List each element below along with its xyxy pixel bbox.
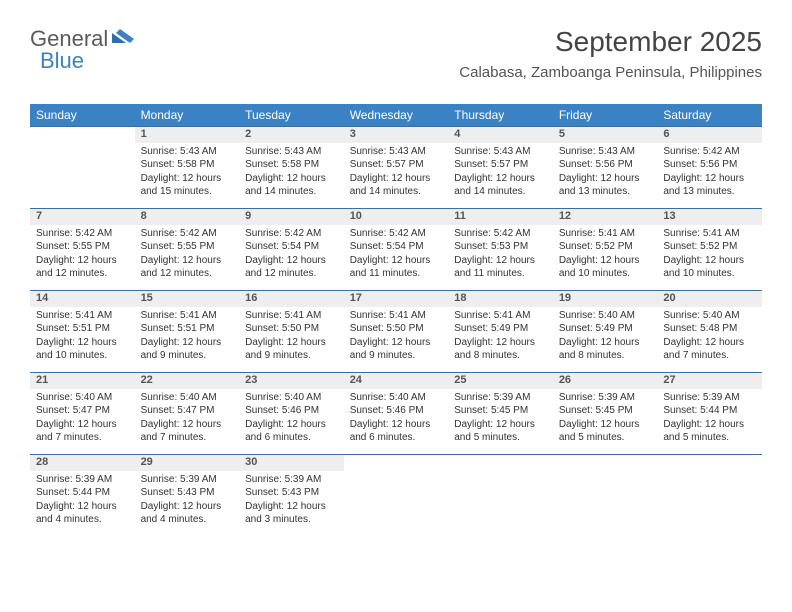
detail-cell: Sunrise: 5:39 AMSunset: 5:44 PMDaylight:… bbox=[30, 471, 135, 537]
detail-cell: Sunrise: 5:43 AMSunset: 5:58 PMDaylight:… bbox=[239, 143, 344, 209]
detail-cell: Sunrise: 5:41 AMSunset: 5:52 PMDaylight:… bbox=[553, 225, 658, 291]
detail-cell bbox=[448, 471, 553, 537]
detail-cell: Sunrise: 5:41 AMSunset: 5:49 PMDaylight:… bbox=[448, 307, 553, 373]
daynum-row: 14151617181920 bbox=[30, 291, 762, 307]
dayname-cell: Thursday bbox=[448, 104, 553, 127]
daynum-cell: 2 bbox=[239, 127, 344, 143]
detail-cell: Sunrise: 5:39 AMSunset: 5:45 PMDaylight:… bbox=[448, 389, 553, 455]
daynum-cell: 20 bbox=[657, 291, 762, 307]
dayname-cell: Monday bbox=[135, 104, 240, 127]
page-title: September 2025 bbox=[459, 26, 762, 58]
detail-cell: Sunrise: 5:43 AMSunset: 5:56 PMDaylight:… bbox=[553, 143, 658, 209]
detail-cell bbox=[553, 471, 658, 537]
daynum-cell bbox=[657, 455, 762, 471]
daynum-cell: 18 bbox=[448, 291, 553, 307]
detail-row: Sunrise: 5:43 AMSunset: 5:58 PMDaylight:… bbox=[30, 143, 762, 209]
daynum-cell: 11 bbox=[448, 209, 553, 225]
detail-cell: Sunrise: 5:40 AMSunset: 5:48 PMDaylight:… bbox=[657, 307, 762, 373]
dayname-cell: Tuesday bbox=[239, 104, 344, 127]
daynum-cell: 25 bbox=[448, 373, 553, 389]
detail-row: Sunrise: 5:40 AMSunset: 5:47 PMDaylight:… bbox=[30, 389, 762, 455]
detail-cell: Sunrise: 5:43 AMSunset: 5:57 PMDaylight:… bbox=[344, 143, 449, 209]
daynum-cell: 9 bbox=[239, 209, 344, 225]
daynum-cell bbox=[448, 455, 553, 471]
detail-cell: Sunrise: 5:41 AMSunset: 5:51 PMDaylight:… bbox=[135, 307, 240, 373]
logo-text-blue-wrap: Blue bbox=[40, 48, 84, 74]
logo-text-blue: Blue bbox=[40, 48, 84, 73]
detail-cell: Sunrise: 5:42 AMSunset: 5:55 PMDaylight:… bbox=[135, 225, 240, 291]
detail-cell: Sunrise: 5:43 AMSunset: 5:58 PMDaylight:… bbox=[135, 143, 240, 209]
detail-cell: Sunrise: 5:39 AMSunset: 5:43 PMDaylight:… bbox=[135, 471, 240, 537]
detail-cell: Sunrise: 5:41 AMSunset: 5:52 PMDaylight:… bbox=[657, 225, 762, 291]
daynum-cell bbox=[553, 455, 658, 471]
detail-cell: Sunrise: 5:42 AMSunset: 5:53 PMDaylight:… bbox=[448, 225, 553, 291]
logo-mark-icon bbox=[112, 27, 134, 48]
daynum-row: 78910111213 bbox=[30, 209, 762, 225]
detail-cell: Sunrise: 5:41 AMSunset: 5:51 PMDaylight:… bbox=[30, 307, 135, 373]
daynum-cell: 4 bbox=[448, 127, 553, 143]
detail-cell: Sunrise: 5:42 AMSunset: 5:54 PMDaylight:… bbox=[239, 225, 344, 291]
daynum-row: 21222324252627 bbox=[30, 373, 762, 389]
daynum-cell: 29 bbox=[135, 455, 240, 471]
detail-cell: Sunrise: 5:40 AMSunset: 5:46 PMDaylight:… bbox=[344, 389, 449, 455]
dayname-cell: Friday bbox=[553, 104, 658, 127]
daynum-cell: 3 bbox=[344, 127, 449, 143]
detail-cell: Sunrise: 5:42 AMSunset: 5:55 PMDaylight:… bbox=[30, 225, 135, 291]
detail-cell: Sunrise: 5:40 AMSunset: 5:46 PMDaylight:… bbox=[239, 389, 344, 455]
dayname-row: SundayMondayTuesdayWednesdayThursdayFrid… bbox=[30, 104, 762, 127]
daynum-cell: 17 bbox=[344, 291, 449, 307]
daynum-row: 123456 bbox=[30, 127, 762, 143]
detail-cell: Sunrise: 5:41 AMSunset: 5:50 PMDaylight:… bbox=[239, 307, 344, 373]
calendar-table: SundayMondayTuesdayWednesdayThursdayFrid… bbox=[30, 104, 762, 537]
detail-row: Sunrise: 5:41 AMSunset: 5:51 PMDaylight:… bbox=[30, 307, 762, 373]
daynum-cell: 26 bbox=[553, 373, 658, 389]
daynum-cell: 21 bbox=[30, 373, 135, 389]
daynum-cell: 30 bbox=[239, 455, 344, 471]
daynum-cell: 27 bbox=[657, 373, 762, 389]
daynum-cell: 28 bbox=[30, 455, 135, 471]
detail-cell bbox=[657, 471, 762, 537]
detail-cell: Sunrise: 5:41 AMSunset: 5:50 PMDaylight:… bbox=[344, 307, 449, 373]
detail-cell: Sunrise: 5:42 AMSunset: 5:56 PMDaylight:… bbox=[657, 143, 762, 209]
detail-cell: Sunrise: 5:40 AMSunset: 5:49 PMDaylight:… bbox=[553, 307, 658, 373]
daynum-cell bbox=[30, 127, 135, 143]
detail-cell bbox=[344, 471, 449, 537]
detail-cell: Sunrise: 5:39 AMSunset: 5:43 PMDaylight:… bbox=[239, 471, 344, 537]
daynum-cell: 13 bbox=[657, 209, 762, 225]
detail-cell: Sunrise: 5:43 AMSunset: 5:57 PMDaylight:… bbox=[448, 143, 553, 209]
daynum-cell: 19 bbox=[553, 291, 658, 307]
daynum-cell: 12 bbox=[553, 209, 658, 225]
page-header: September 2025 Calabasa, Zamboanga Penin… bbox=[459, 26, 762, 81]
daynum-cell: 1 bbox=[135, 127, 240, 143]
daynum-cell: 15 bbox=[135, 291, 240, 307]
daynum-cell bbox=[344, 455, 449, 471]
daynum-cell: 8 bbox=[135, 209, 240, 225]
detail-cell: Sunrise: 5:42 AMSunset: 5:54 PMDaylight:… bbox=[344, 225, 449, 291]
dayname-cell: Sunday bbox=[30, 104, 135, 127]
daynum-cell: 5 bbox=[553, 127, 658, 143]
dayname-cell: Wednesday bbox=[344, 104, 449, 127]
detail-row: Sunrise: 5:42 AMSunset: 5:55 PMDaylight:… bbox=[30, 225, 762, 291]
daynum-cell: 16 bbox=[239, 291, 344, 307]
detail-cell: Sunrise: 5:39 AMSunset: 5:45 PMDaylight:… bbox=[553, 389, 658, 455]
daynum-cell: 14 bbox=[30, 291, 135, 307]
page-subtitle: Calabasa, Zamboanga Peninsula, Philippin… bbox=[459, 64, 762, 81]
detail-cell: Sunrise: 5:39 AMSunset: 5:44 PMDaylight:… bbox=[657, 389, 762, 455]
daynum-cell: 22 bbox=[135, 373, 240, 389]
detail-cell: Sunrise: 5:40 AMSunset: 5:47 PMDaylight:… bbox=[135, 389, 240, 455]
daynum-cell: 24 bbox=[344, 373, 449, 389]
dayname-cell: Saturday bbox=[657, 104, 762, 127]
daynum-cell: 23 bbox=[239, 373, 344, 389]
daynum-cell: 6 bbox=[657, 127, 762, 143]
daynum-cell: 7 bbox=[30, 209, 135, 225]
detail-cell: Sunrise: 5:40 AMSunset: 5:47 PMDaylight:… bbox=[30, 389, 135, 455]
daynum-row: 282930 bbox=[30, 455, 762, 471]
detail-row: Sunrise: 5:39 AMSunset: 5:44 PMDaylight:… bbox=[30, 471, 762, 537]
daynum-cell: 10 bbox=[344, 209, 449, 225]
detail-cell bbox=[30, 143, 135, 209]
